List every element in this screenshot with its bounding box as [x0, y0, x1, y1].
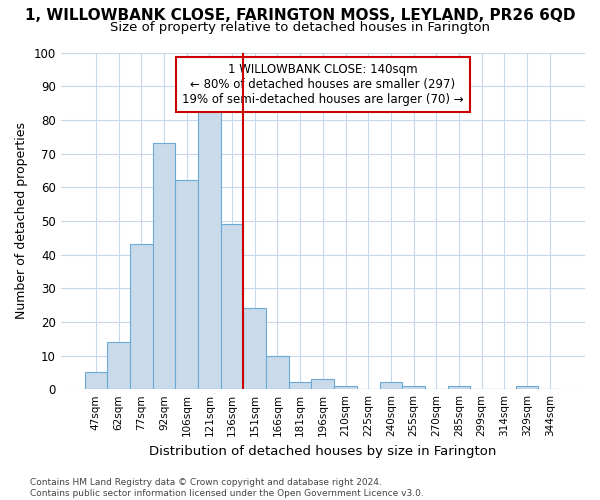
Text: Contains HM Land Registry data © Crown copyright and database right 2024.
Contai: Contains HM Land Registry data © Crown c… [30, 478, 424, 498]
Bar [380, 382, 402, 389]
Bar [198, 110, 221, 389]
Bar [402, 386, 425, 389]
Text: 1, WILLOWBANK CLOSE, FARINGTON MOSS, LEYLAND, PR26 6QD: 1, WILLOWBANK CLOSE, FARINGTON MOSS, LEY… [25, 8, 575, 22]
Y-axis label: Number of detached properties: Number of detached properties [15, 122, 28, 320]
Bar [289, 382, 311, 389]
Bar [244, 308, 266, 389]
Bar [311, 379, 334, 389]
Bar [175, 180, 198, 389]
Bar [516, 386, 538, 389]
Bar [130, 244, 152, 389]
Bar [85, 372, 107, 389]
Bar [107, 342, 130, 389]
Bar [448, 386, 470, 389]
Text: 1 WILLOWBANK CLOSE: 140sqm
← 80% of detached houses are smaller (297)
19% of sem: 1 WILLOWBANK CLOSE: 140sqm ← 80% of deta… [182, 62, 464, 106]
Bar [266, 356, 289, 389]
Bar [221, 224, 244, 389]
Bar [152, 144, 175, 389]
Bar [334, 386, 357, 389]
X-axis label: Distribution of detached houses by size in Farington: Distribution of detached houses by size … [149, 444, 497, 458]
Text: Size of property relative to detached houses in Farington: Size of property relative to detached ho… [110, 21, 490, 34]
